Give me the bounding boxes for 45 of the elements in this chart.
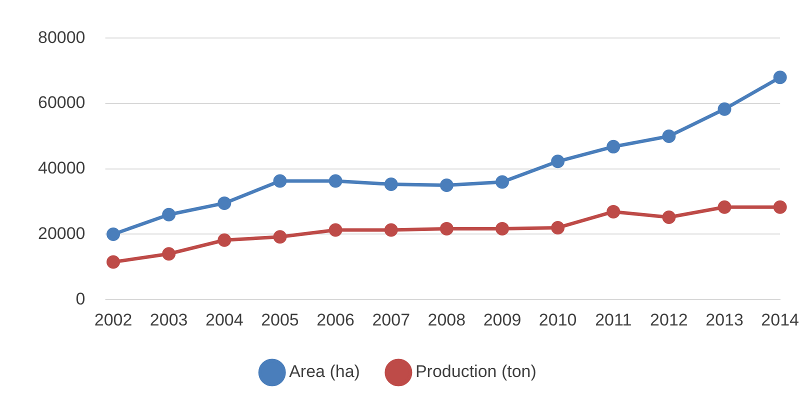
x-tick-label: 2006 — [316, 310, 354, 330]
point — [384, 223, 398, 237]
legend-label: Area (ha) — [289, 362, 360, 382]
y-tick-label: 0 — [76, 289, 86, 308]
y-tick-label: 60000 — [38, 93, 86, 112]
x-tick-label: 2003 — [150, 310, 188, 330]
y-tick-label: 40000 — [38, 158, 86, 178]
point — [773, 70, 787, 84]
point — [773, 200, 787, 214]
x-tick-label: 2007 — [372, 310, 410, 330]
x-tick-label: 2002 — [94, 310, 132, 330]
point — [606, 140, 620, 154]
point — [273, 174, 287, 188]
x-tick-label: 2004 — [205, 310, 244, 330]
point — [440, 178, 454, 192]
point — [662, 210, 676, 224]
x-tick-label: 2014 — [761, 310, 800, 330]
point — [328, 223, 342, 237]
point — [718, 102, 732, 116]
point — [328, 174, 342, 188]
point — [606, 204, 620, 218]
y-tick-label: 80000 — [38, 28, 86, 47]
x-tick-label: 2010 — [538, 310, 577, 330]
point — [218, 233, 232, 247]
x-tick-label: 2008 — [428, 310, 466, 330]
x-tick-label: 2011 — [595, 310, 632, 330]
point — [551, 154, 565, 168]
y-tick-label: 20000 — [38, 224, 86, 243]
point — [496, 222, 509, 236]
point — [718, 200, 732, 214]
point — [384, 178, 398, 192]
point — [162, 247, 176, 261]
x-tick-label: 2012 — [650, 310, 688, 330]
x-tick-label: 2013 — [706, 310, 744, 330]
point — [106, 255, 120, 269]
point — [218, 196, 232, 210]
point — [440, 222, 454, 236]
legend-label: Production (ton) — [415, 362, 536, 382]
point — [162, 208, 176, 222]
point — [662, 129, 676, 143]
point — [551, 220, 565, 234]
x-tick-label: 2009 — [483, 310, 522, 330]
x-tick-label: 2005 — [261, 310, 299, 330]
point — [273, 230, 287, 244]
point — [496, 175, 509, 189]
